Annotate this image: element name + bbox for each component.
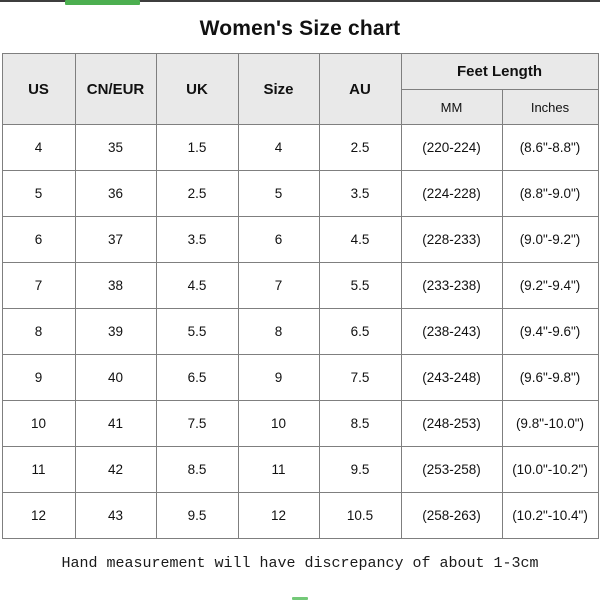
column-header-uk: UK <box>155 53 239 125</box>
table-cell: (224-228) <box>400 170 503 217</box>
table-cell: 40 <box>74 354 157 401</box>
table-cell: 12 <box>237 492 320 539</box>
table-cell: 10.5 <box>318 492 402 539</box>
table-cell: 43 <box>74 492 157 539</box>
size-chart-body: 4 35 1.5 4 2.5 (220-224) (8.6"-8.8") 5 36 2.5 5 3.5… <box>1 124 599 539</box>
table-cell: (9.2"-9.4") <box>501 262 599 309</box>
table-cell: 36 <box>74 170 157 217</box>
column-header-feet-length: Feet Length <box>400 53 599 90</box>
table-cell: 7 <box>237 262 320 309</box>
table-cell: (238-243) <box>400 308 503 355</box>
table-cell: 39 <box>74 308 157 355</box>
table-cell: (253-258) <box>400 446 503 493</box>
table-cell: 11 <box>237 446 320 493</box>
table-cell: (228-233) <box>400 216 503 263</box>
table-cell: 5.5 <box>155 308 239 355</box>
column-header-au: AU <box>318 53 402 125</box>
table-cell: 3.5 <box>318 170 402 217</box>
table-cell: 4 <box>1 124 76 171</box>
table-cell: (9.6"-9.8") <box>501 354 599 401</box>
column-header-cn-eur: CN/EUR <box>74 53 157 125</box>
size-chart-table: US CN/EUR UK Size AU Feet Length MM Inch… <box>1 53 599 539</box>
table-cell: (9.4"-9.6") <box>501 308 599 355</box>
table-cell: 12 <box>1 492 76 539</box>
table-cell: (248-253) <box>400 400 503 447</box>
table-row: 10 41 7.5 10 8.5 (248-253) (9.8"-10.0") <box>1 400 599 447</box>
table-cell: 42 <box>74 446 157 493</box>
table-cell: 4.5 <box>318 216 402 263</box>
table-row: 9 40 6.5 9 7.5 (243-248) (9.6"-9.8") <box>1 354 599 401</box>
table-cell: (10.2"-10.4") <box>501 492 599 539</box>
table-cell: 5.5 <box>318 262 402 309</box>
table-cell: 10 <box>237 400 320 447</box>
table-cell: 9.5 <box>155 492 239 539</box>
table-cell: (258-263) <box>400 492 503 539</box>
table-cell: 1.5 <box>155 124 239 171</box>
table-cell: (8.8"-9.0") <box>501 170 599 217</box>
table-cell: 6 <box>237 216 320 263</box>
table-cell: 2.5 <box>155 170 239 217</box>
table-cell: 9.5 <box>318 446 402 493</box>
table-cell: 7.5 <box>318 354 402 401</box>
table-cell: (243-248) <box>400 354 503 401</box>
table-cell: (9.8"-10.0") <box>501 400 599 447</box>
table-row: 7 38 4.5 7 5.5 (233-238) (9.2"-9.4") <box>1 262 599 309</box>
size-chart-header: US CN/EUR UK Size AU Feet Length MM Inch… <box>1 53 599 125</box>
table-cell: 8 <box>237 308 320 355</box>
table-cell: 8 <box>1 308 76 355</box>
table-cell: 38 <box>74 262 157 309</box>
bottom-green-accent-dash <box>292 597 308 600</box>
table-row: 6 37 3.5 6 4.5 (228-233) (9.0"-9.2") <box>1 216 599 263</box>
table-cell: 6.5 <box>318 308 402 355</box>
table-cell: 11 <box>1 446 76 493</box>
column-header-us: US <box>1 53 76 125</box>
table-row: 5 36 2.5 5 3.5 (224-228) (8.8"-9.0") <box>1 170 599 217</box>
table-cell: 8.5 <box>155 446 239 493</box>
table-cell: 9 <box>237 354 320 401</box>
table-cell: (10.0"-10.2") <box>501 446 599 493</box>
table-cell: (220-224) <box>400 124 503 171</box>
table-cell: 8.5 <box>318 400 402 447</box>
page-title: Women's Size chart <box>199 17 401 40</box>
table-cell: (9.0"-9.2") <box>501 216 599 263</box>
column-header-inches: Inches <box>501 89 599 125</box>
top-green-accent-bar <box>65 0 140 5</box>
column-header-mm: MM <box>400 89 503 125</box>
table-cell: 2.5 <box>318 124 402 171</box>
table-cell: 9 <box>1 354 76 401</box>
table-cell: 4 <box>237 124 320 171</box>
table-cell: 7 <box>1 262 76 309</box>
table-cell: 5 <box>237 170 320 217</box>
table-cell: (233-238) <box>400 262 503 309</box>
table-cell: 5 <box>1 170 76 217</box>
header-row-sub: MM Inches <box>2 89 599 125</box>
table-row: 4 35 1.5 4 2.5 (220-224) (8.6"-8.8") <box>1 124 599 171</box>
table-row: 11 42 8.5 11 9.5 (253-258) (10.0"-10.2") <box>1 446 599 493</box>
table-cell: 4.5 <box>155 262 239 309</box>
table-cell: 3.5 <box>155 216 239 263</box>
table-row: 12 43 9.5 12 10.5 (258-263) (10.2"-10.4") <box>1 492 599 539</box>
table-cell: 37 <box>74 216 157 263</box>
table-cell: 41 <box>74 400 157 447</box>
top-divider-line <box>0 0 600 2</box>
table-cell: 6 <box>1 216 76 263</box>
table-cell: 7.5 <box>155 400 239 447</box>
table-cell: 6.5 <box>155 354 239 401</box>
table-row: 8 39 5.5 8 6.5 (238-243) (9.4"-9.6") <box>1 308 599 355</box>
table-cell: 35 <box>74 124 157 171</box>
table-cell: (8.6"-8.8") <box>501 124 599 171</box>
footer-note: Hand measurement will have discrepancy o… <box>61 555 539 572</box>
table-cell: 10 <box>1 400 76 447</box>
column-header-size: Size <box>237 53 320 125</box>
header-row-main: US CN/EUR UK Size AU Feet Length <box>1 53 599 125</box>
